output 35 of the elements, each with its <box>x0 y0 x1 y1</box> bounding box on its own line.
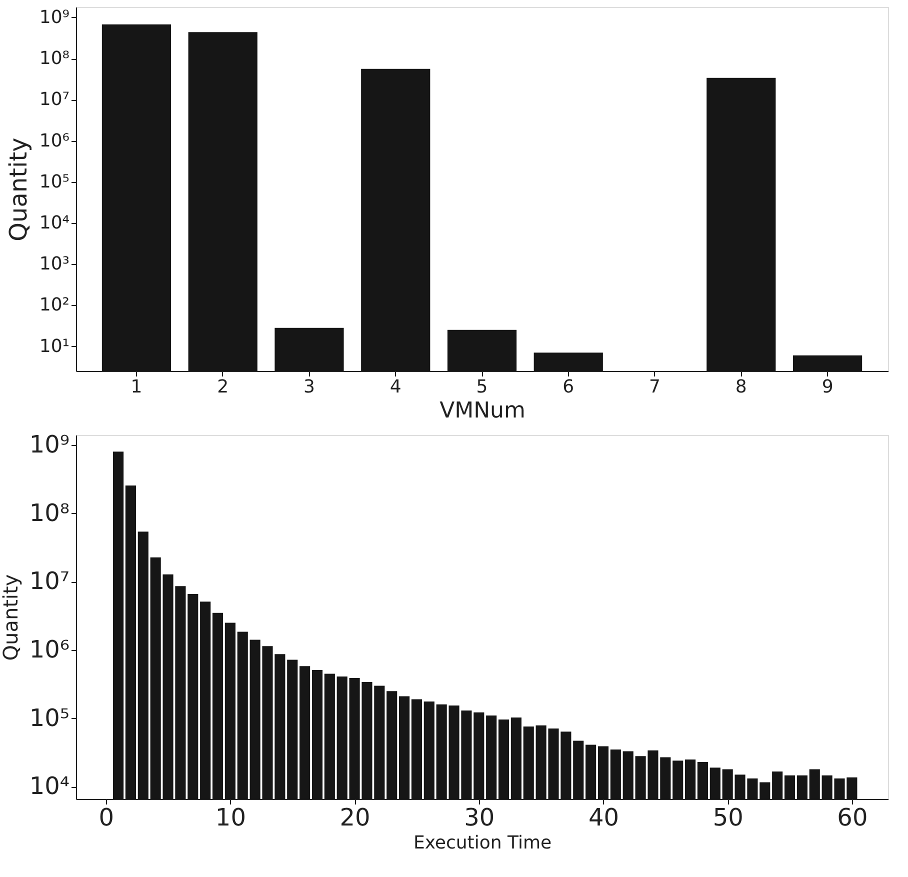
x-tick-label: 9 <box>822 376 834 398</box>
y-tick-label: 10⁵ <box>39 171 70 192</box>
x-tick-label: 10 <box>215 804 246 832</box>
x-tick-label: 4 <box>390 376 402 398</box>
y-axis-title: Quantity <box>4 138 32 242</box>
x-tick-label: 2 <box>217 376 229 398</box>
y-tick-label: 10⁶ <box>29 635 70 664</box>
y-tick-label: 10⁸ <box>39 48 70 70</box>
x-tick-label: 1 <box>130 376 142 398</box>
y-tick-label: 10¹ <box>39 336 70 357</box>
y-tick-label: 10⁹ <box>39 6 70 28</box>
y-tick-label: 10⁶ <box>39 130 70 152</box>
y-tick-label: 10³ <box>39 254 70 275</box>
x-tick-label: 50 <box>712 804 744 832</box>
y-tick-label: 10⁴ <box>39 212 70 234</box>
y-tick-label: 10⁴ <box>29 772 70 800</box>
y-tick-label: 10⁷ <box>29 567 70 596</box>
x-tick-label: 30 <box>464 804 495 832</box>
x-tick-label: 7 <box>649 376 660 398</box>
x-tick-label: 0 <box>98 804 114 832</box>
y-tick-label: 10⁸ <box>29 498 70 527</box>
x-tick-label: 5 <box>476 376 488 398</box>
x-axis-title: VMNum <box>440 398 526 424</box>
y-axis-title: Quantity <box>0 574 22 661</box>
y-tick-label: 10⁵ <box>29 704 70 732</box>
x-tick-label: 60 <box>837 804 868 832</box>
x-tick-label: 6 <box>562 376 574 398</box>
x-tick-label: 20 <box>340 804 370 832</box>
y-tick-label: 10⁹ <box>29 430 70 458</box>
x-tick-label: 3 <box>304 376 315 398</box>
y-tick-label: 10² <box>39 294 70 316</box>
x-tick-label: 8 <box>735 376 747 398</box>
y-tick-label: 10⁷ <box>39 89 70 110</box>
x-tick-label: 40 <box>588 804 620 832</box>
x-axis-title: Execution Time <box>413 832 552 854</box>
